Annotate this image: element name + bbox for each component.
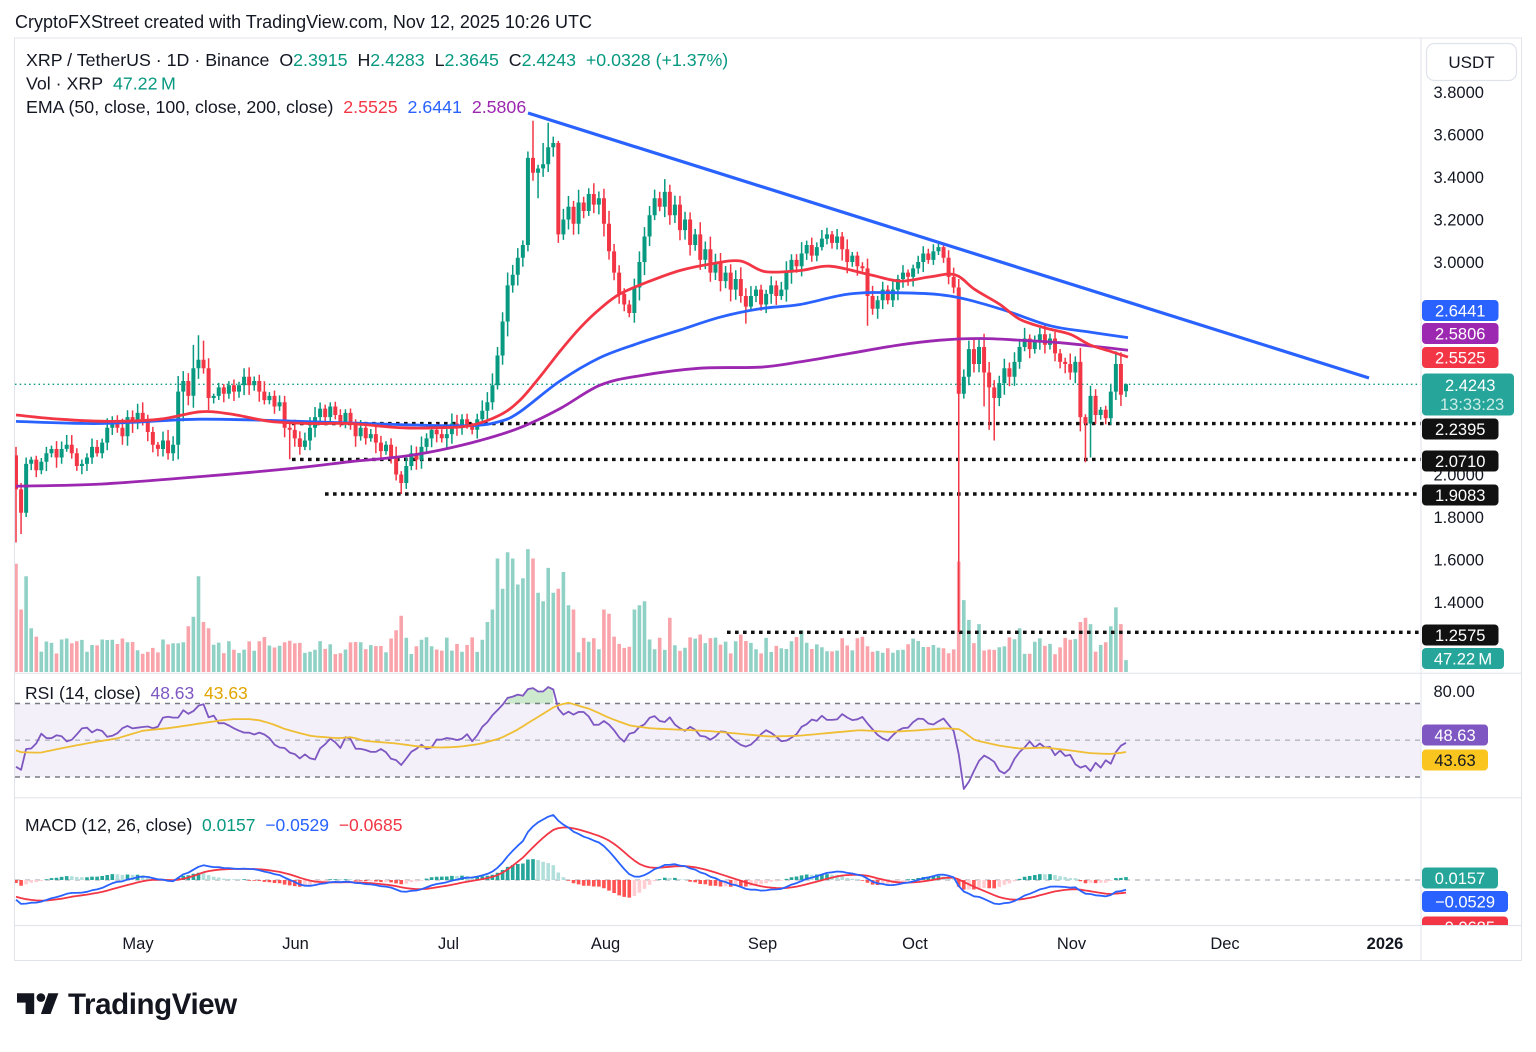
svg-text:3.2000: 3.2000 <box>1434 211 1484 229</box>
svg-text:3.8000: 3.8000 <box>1434 84 1484 102</box>
svg-text:3.0000: 3.0000 <box>1434 254 1484 272</box>
svg-text:Nov: Nov <box>1057 935 1087 953</box>
svg-text:1.4000: 1.4000 <box>1434 594 1484 612</box>
svg-text:3.6000: 3.6000 <box>1434 126 1484 144</box>
svg-text:2.0710: 2.0710 <box>1435 453 1485 471</box>
svg-text:USDT: USDT <box>1448 53 1494 72</box>
svg-text:80.00: 80.00 <box>1434 683 1475 701</box>
svg-text:May: May <box>122 935 154 953</box>
svg-text:2.4243: 2.4243 <box>1445 377 1495 395</box>
svg-text:0.0157: 0.0157 <box>1435 870 1485 888</box>
svg-text:Sep: Sep <box>748 935 777 953</box>
svg-text:Oct: Oct <box>902 935 928 953</box>
svg-text:1.2575: 1.2575 <box>1435 627 1485 645</box>
svg-text:13:33:23: 13:33:23 <box>1440 396 1504 414</box>
svg-text:1.8000: 1.8000 <box>1434 509 1484 527</box>
svg-text:Jun: Jun <box>282 935 309 953</box>
svg-text:2.5525: 2.5525 <box>1435 349 1485 367</box>
svg-text:Aug: Aug <box>591 935 620 953</box>
svg-text:2026: 2026 <box>1367 935 1404 953</box>
svg-text:2.5806: 2.5806 <box>1435 325 1485 343</box>
svg-text:Vol · XRP 47.22 M: Vol · XRP 47.22 M <box>26 74 176 94</box>
svg-text:−0.0529: −0.0529 <box>1435 893 1495 911</box>
svg-text:3.4000: 3.4000 <box>1434 169 1484 187</box>
svg-text:2.2395: 2.2395 <box>1435 421 1485 439</box>
svg-text:Jul: Jul <box>438 935 459 953</box>
svg-text:1.6000: 1.6000 <box>1434 551 1484 569</box>
svg-text:RSI (14, close) 48.63 43.63: RSI (14, close) 48.63 43.63 <box>25 683 248 703</box>
svg-text:TradingView: TradingView <box>68 988 237 1021</box>
svg-text:2.6441: 2.6441 <box>1435 302 1485 320</box>
svg-text:−0.0685: −0.0685 <box>1435 919 1495 937</box>
svg-text:MACD (12, 26, close) 0.0157: MACD (12, 26, close) 0.0157 −0.0529 −0.0… <box>25 815 403 835</box>
svg-text:Dec: Dec <box>1210 935 1239 953</box>
svg-text:XRP / TetherUS · 1D · Binance: XRP / TetherUS · 1D · Binance O2.3915 H2… <box>26 50 728 70</box>
svg-text:47.22 M: 47.22 M <box>1434 650 1492 668</box>
svg-text:43.63: 43.63 <box>1434 752 1475 770</box>
svg-text:CryptoFXStreet created with Tr: CryptoFXStreet created with TradingView.… <box>15 12 592 32</box>
svg-text:EMA (50, close, 100, close, 20: EMA (50, close, 100, close, 200, close) … <box>26 97 526 117</box>
svg-text:1.9083: 1.9083 <box>1435 487 1485 505</box>
svg-text:48.63: 48.63 <box>1434 727 1475 745</box>
